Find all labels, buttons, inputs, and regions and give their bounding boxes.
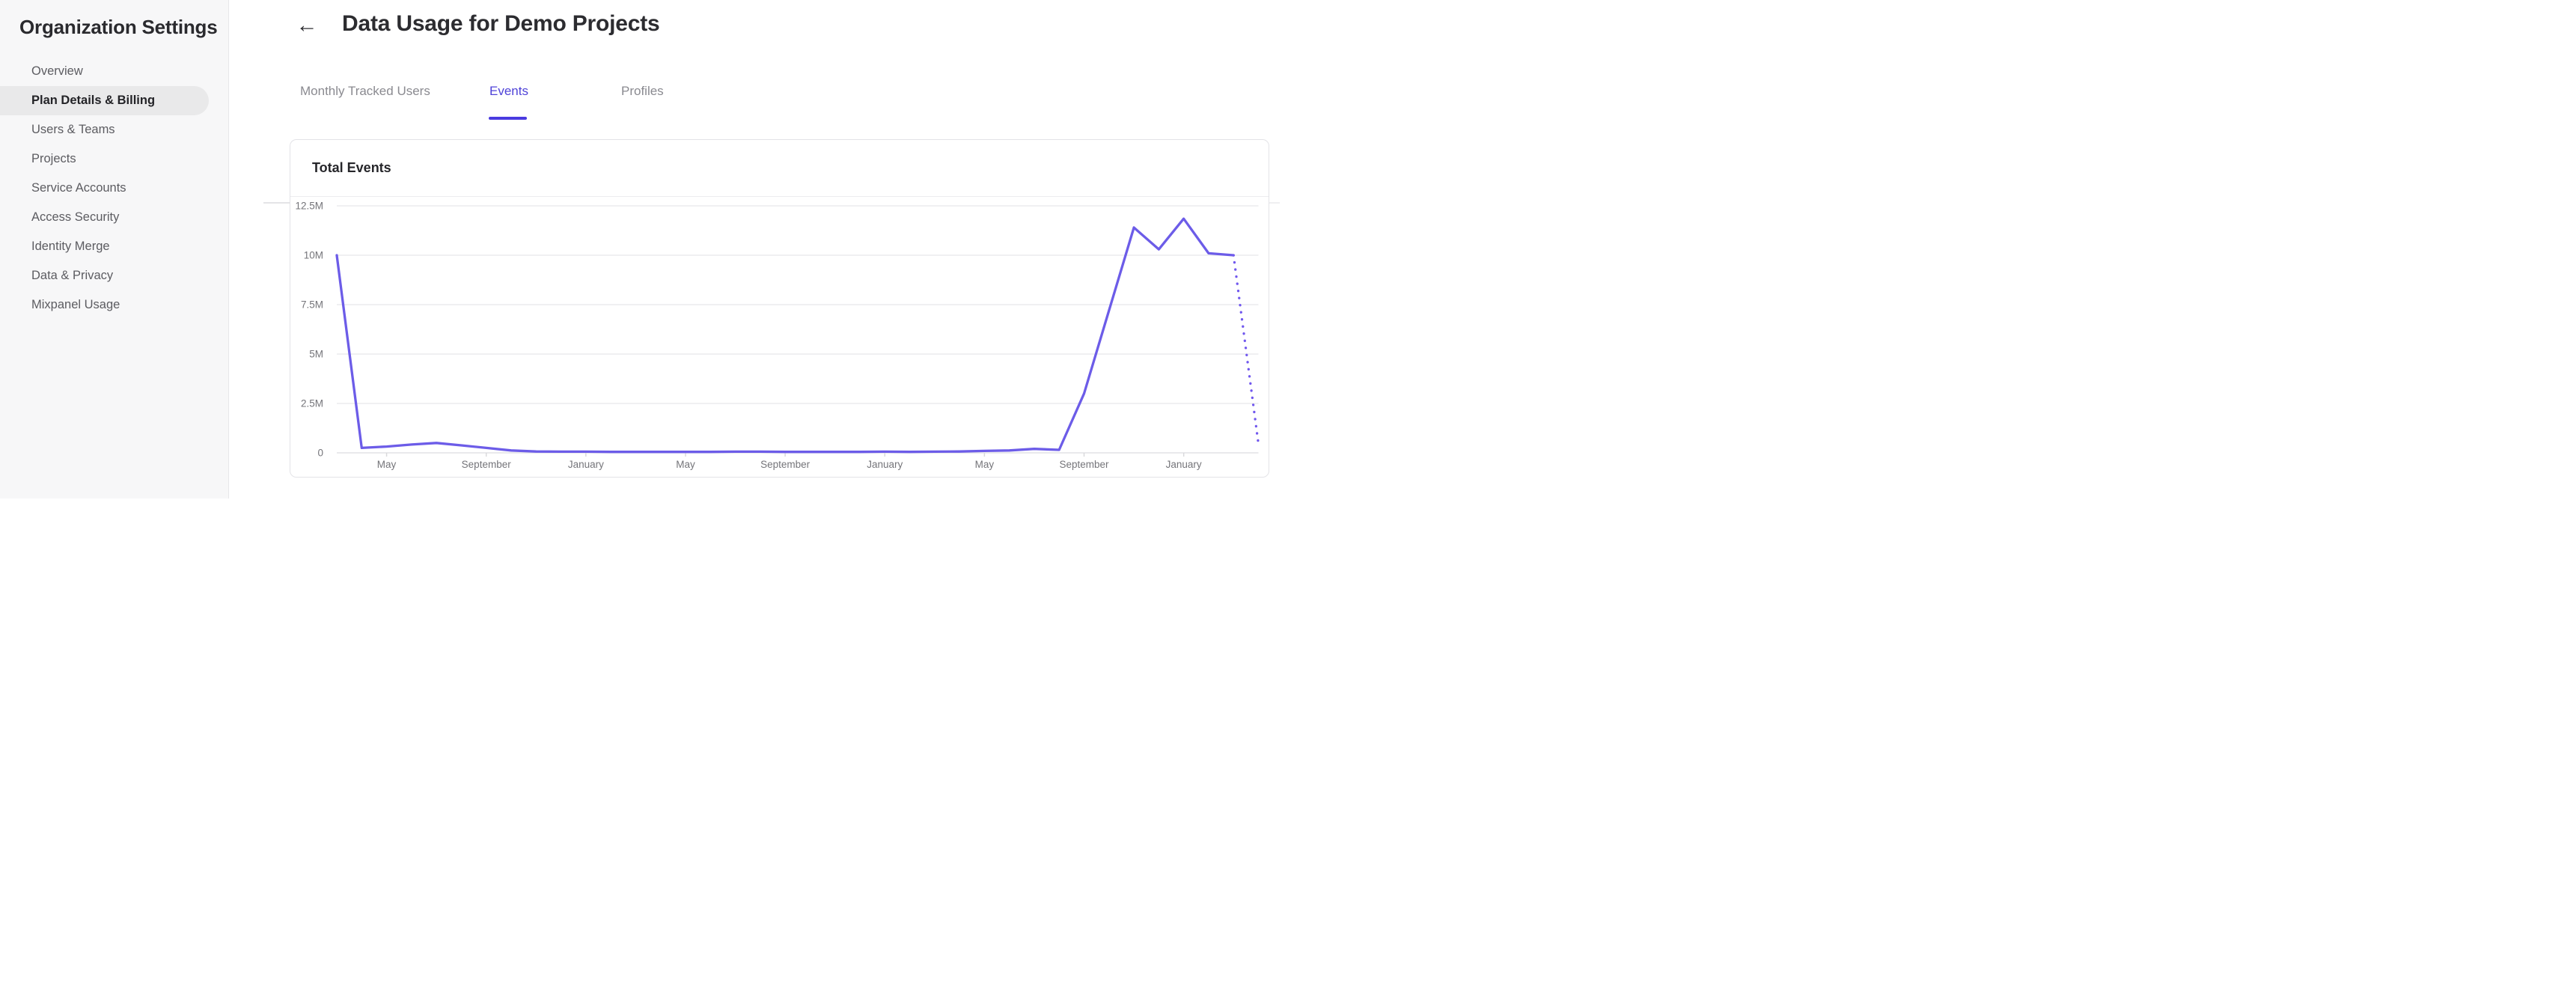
chart-area: 0 2.5M 5M 7.5M 10M 12.5M May September January Ma… — [290, 197, 1269, 477]
tab-bar: Monthly Tracked Users Events Profiles — [0, 83, 1288, 204]
y-axis-label-12.5M: 12.5M — [295, 201, 323, 212]
sidebar-item-users-teams[interactable]: Users & Teams — [31, 123, 115, 136]
sidebar-item-service-accounts[interactable]: Service Accounts — [31, 181, 126, 195]
sidebar: Organization Settings Overview Plan Detai… — [0, 0, 229, 498]
active-tab-indicator — [489, 117, 527, 120]
events-series-projected-dotted — [1232, 254, 1260, 445]
y-axis-label-7.5M: 7.5M — [301, 299, 323, 311]
sidebar-item-access-security[interactable]: Access Security — [31, 210, 120, 224]
x-axis-label-8: January — [1166, 459, 1202, 470]
sidebar-item-projects[interactable]: Projects — [31, 152, 76, 165]
x-axis-label-3: May — [676, 459, 695, 470]
sidebar-item-identity-merge[interactable]: Identity Merge — [31, 240, 110, 253]
sidebar-title: Organization Settings — [19, 16, 218, 38]
x-axis-label-2: January — [568, 459, 604, 470]
x-axis-label-0: May — [377, 459, 397, 470]
tab-events[interactable]: Events — [489, 84, 528, 98]
tab-profiles[interactable]: Profiles — [621, 84, 664, 98]
sidebar-item-data-privacy[interactable]: Data & Privacy — [31, 269, 114, 282]
total-events-line-chart: 0 2.5M 5M 7.5M 10M 12.5M May September January Ma… — [295, 201, 1260, 470]
tab-monthly-tracked-users[interactable]: Monthly Tracked Users — [300, 84, 430, 98]
sidebar-nav: Overview Plan Details & Billing Users & Te… — [0, 57, 229, 320]
back-arrow-icon[interactable]: ← — [296, 13, 318, 37]
x-axis-label-6: May — [975, 459, 995, 470]
card-header: Total Events — [290, 140, 1269, 197]
sidebar-item-overview[interactable]: Overview — [31, 64, 83, 78]
x-axis-label-1: September — [462, 459, 512, 470]
sidebar-item-plan-details-billing[interactable]: Plan Details & Billing — [0, 86, 209, 115]
x-axis-label-5: January — [867, 459, 903, 470]
x-axis-label-7: September — [1059, 459, 1109, 470]
page-title: Data Usage for Demo Projects — [342, 11, 660, 36]
sidebar-item-mixpanel-usage[interactable]: Mixpanel Usage — [31, 298, 120, 311]
x-axis-label-4: September — [760, 459, 811, 470]
events-series-line — [335, 217, 1235, 454]
card-title: Total Events — [312, 160, 391, 175]
y-axis-label-5M: 5M — [309, 349, 323, 360]
y-axis-label-2.5M: 2.5M — [301, 398, 323, 409]
y-axis-label-0: 0 — [317, 448, 323, 459]
y-axis-label-10M: 10M — [304, 250, 323, 261]
total-events-card: Total Events 0 2.5M 5M 7.5M 10M 12.5M May Septe… — [290, 139, 1269, 478]
